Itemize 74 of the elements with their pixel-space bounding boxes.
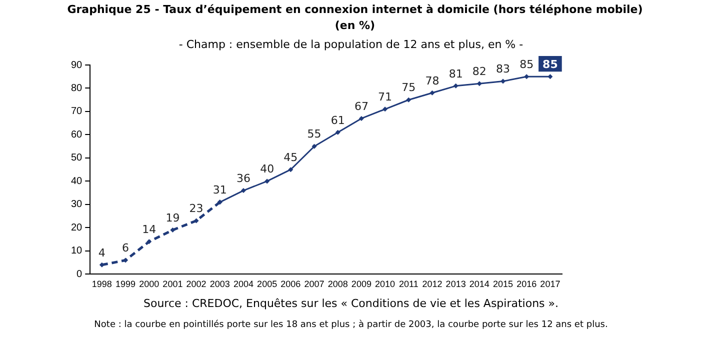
x-tick-label: 2015 [493, 279, 514, 290]
x-tick-label: 2004 [233, 279, 254, 290]
chart-title: Graphique 25 - Taux d’équipement en connexion internet à domicile (hors téléphone mobile) (en %) [66, 2, 644, 34]
data-label: 55 [307, 128, 322, 141]
data-label: 45 [284, 150, 298, 164]
point [288, 167, 294, 172]
data-label: 81 [448, 67, 463, 80]
source-note: Source : CREDOC, Enquêtes sur les « Conditions de vie et les Aspirations ». [142, 297, 560, 310]
data-label: 82 [472, 64, 486, 78]
x-tick-label: 2006 [280, 279, 301, 290]
point [170, 228, 176, 233]
x-tick-label: 2003 [210, 279, 230, 290]
x-tick-label: 2012 [422, 279, 442, 290]
y-tick-label: 50 [71, 152, 83, 164]
y-tick-label: 0 [76, 268, 83, 280]
data-label: 36 [236, 172, 250, 185]
y-tick-label: 40 [71, 176, 83, 187]
point [146, 239, 152, 244]
point [335, 130, 340, 135]
y-tick-label: 70 [71, 106, 83, 118]
data-label: 78 [425, 74, 440, 88]
data-label: 23 [189, 202, 204, 216]
x-tick-label: 2005 [257, 279, 278, 290]
point [264, 178, 270, 184]
x-tick-label: 2008 [328, 279, 348, 290]
x-tick-label: 2009 [351, 279, 372, 290]
point [500, 78, 506, 84]
x-tick-label: 2013 [446, 279, 466, 290]
data-label: 61 [330, 114, 345, 127]
text: Note : la courbe en pointillés porte sur les 18 ans et plus ; à partir de 2003, la courbe porte sur les 12 ans et plus. [93, 320, 609, 330]
point [476, 81, 482, 86]
data-label: 85 [542, 58, 558, 71]
data-label: 67 [354, 100, 368, 113]
x-tick-label: 2014 [469, 279, 490, 290]
point [312, 144, 317, 149]
data-label: 75 [402, 81, 416, 94]
data-label: 14 [142, 223, 156, 236]
data-label: 4 [98, 246, 106, 260]
data-label: 71 [378, 90, 392, 104]
chart-subtitle: - Champ : ensemble de la population de 12 ans et plus, en % - [178, 38, 524, 51]
x-tick-label: 2002 [186, 279, 206, 290]
x-tick-label: 2010 [375, 279, 396, 290]
y-tick-label: 30 [71, 199, 83, 210]
y-tick-label: 20 [71, 222, 83, 234]
x-tick-label: 2016 [516, 279, 537, 290]
y-tick-label: 10 [71, 246, 83, 257]
point [453, 83, 458, 88]
point [382, 106, 388, 112]
point [358, 116, 364, 121]
point [99, 262, 104, 268]
point [194, 218, 199, 224]
x-tick-label: 2017 [540, 279, 560, 290]
point [430, 90, 435, 96]
data-label: 19 [166, 211, 180, 224]
y-tick-label: 60 [71, 129, 83, 140]
x-tick-label: 2007 [304, 279, 324, 290]
y-tick-label: 80 [71, 82, 83, 94]
point [406, 97, 412, 102]
x-tick-label: 2000 [139, 279, 160, 290]
data-label: 85 [520, 58, 534, 71]
point [217, 200, 222, 205]
x-tick-label: 2001 [162, 279, 183, 290]
x-tick-label: 1998 [92, 279, 112, 290]
point [123, 258, 128, 263]
data-label: 83 [496, 62, 510, 76]
point [524, 74, 530, 80]
x-tick-label: 2011 [398, 279, 418, 290]
data-label: 6 [122, 242, 130, 255]
data-label: 40 [260, 162, 274, 176]
data-label: 31 [212, 184, 227, 196]
point [240, 188, 246, 194]
x-tick-label: 1999 [116, 279, 136, 290]
y-tick-label: 90 [71, 60, 83, 71]
point [548, 74, 553, 80]
